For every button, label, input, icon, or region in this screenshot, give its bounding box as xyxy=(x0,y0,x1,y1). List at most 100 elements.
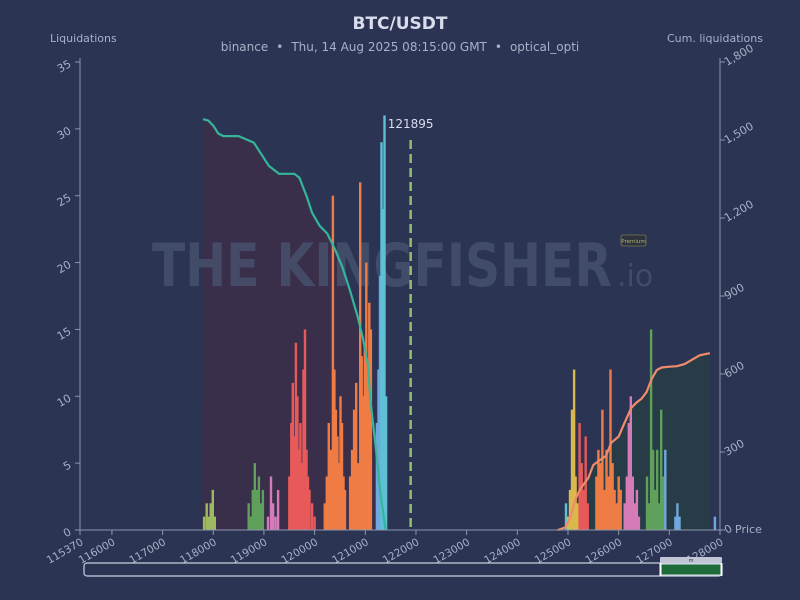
liquidation-bar[interactable] xyxy=(269,476,273,531)
liquidation-bar[interactable] xyxy=(629,396,632,530)
liquidation-bar[interactable] xyxy=(570,409,574,530)
liquidation-bar[interactable] xyxy=(662,476,665,531)
liquidation-bar[interactable] xyxy=(339,396,342,530)
liquidation-bar[interactable] xyxy=(660,409,663,530)
range-slider-handle-tab[interactable] xyxy=(660,557,722,563)
liquidation-bar[interactable] xyxy=(664,449,667,530)
liquidation-bar[interactable] xyxy=(366,369,369,531)
liquidation-bar[interactable] xyxy=(342,476,345,531)
liquidation-bar[interactable] xyxy=(291,382,294,530)
liquidation-bar[interactable] xyxy=(375,423,379,530)
liquidation-bar[interactable] xyxy=(305,449,308,530)
liquidation-bar[interactable] xyxy=(649,329,653,530)
liquidation-bar[interactable] xyxy=(607,476,610,531)
liquidation-bar[interactable] xyxy=(257,476,261,531)
liquidation-bar[interactable] xyxy=(276,489,280,530)
liquidation-bar[interactable] xyxy=(617,476,620,531)
liquidation-bar[interactable] xyxy=(623,503,626,530)
liquidation-bar[interactable] xyxy=(300,463,304,530)
liquidation-bar[interactable] xyxy=(288,476,291,531)
liquidation-bar[interactable] xyxy=(656,449,659,530)
liquidation-bar[interactable] xyxy=(333,369,336,531)
liquidation-bar[interactable] xyxy=(678,516,681,530)
liquidation-bar[interactable] xyxy=(261,489,265,530)
liquidation-bar[interactable] xyxy=(340,423,344,530)
liquidation-bar[interactable] xyxy=(564,503,568,530)
liquidation-bar[interactable] xyxy=(363,342,366,530)
liquidation-bar[interactable] xyxy=(334,409,338,530)
liquidation-bar[interactable] xyxy=(202,516,206,530)
liquidation-bar[interactable] xyxy=(360,356,363,530)
liquidation-bar[interactable] xyxy=(207,516,210,530)
liquidation-bar[interactable] xyxy=(362,396,365,530)
liquidation-bar[interactable] xyxy=(350,449,354,530)
liquidation-bar[interactable] xyxy=(255,489,258,530)
liquidation-bar[interactable] xyxy=(599,463,602,530)
liquidation-bar[interactable] xyxy=(213,516,216,530)
liquidation-bar[interactable] xyxy=(274,516,277,530)
liquidation-bar[interactable] xyxy=(645,476,649,531)
liquidation-bar[interactable] xyxy=(296,396,299,530)
liquidation-bar[interactable] xyxy=(613,489,616,530)
liquidation-bar[interactable] xyxy=(625,476,628,531)
liquidation-bar[interactable] xyxy=(253,463,256,530)
liquidation-bar[interactable] xyxy=(597,449,600,530)
liquidation-bar[interactable] xyxy=(635,489,639,530)
liquidation-bar[interactable] xyxy=(336,436,339,530)
liquidation-bar[interactable] xyxy=(601,409,604,530)
liquidation-bar[interactable] xyxy=(205,503,208,530)
liquidation-bar[interactable] xyxy=(578,423,581,530)
liquidation-bar[interactable] xyxy=(365,262,368,530)
liquidation-bar[interactable] xyxy=(247,503,250,530)
liquidation-bar[interactable] xyxy=(568,489,572,530)
liquidation-bar[interactable] xyxy=(603,489,606,530)
liquidation-bar[interactable] xyxy=(294,342,298,530)
liquidation-bar[interactable] xyxy=(380,142,383,530)
liquidation-bar[interactable] xyxy=(383,115,386,531)
liquidation-bar[interactable] xyxy=(306,476,310,531)
liquidation-bar[interactable] xyxy=(337,463,341,530)
liquidation-bar[interactable] xyxy=(377,369,380,531)
liquidation-bar[interactable] xyxy=(271,503,275,530)
liquidation-bar[interactable] xyxy=(381,209,385,530)
liquidation-bar[interactable] xyxy=(293,436,296,530)
range-slider[interactable]: m xyxy=(83,557,723,577)
liquidation-bar[interactable] xyxy=(209,503,212,530)
liquidation-bar[interactable] xyxy=(211,489,214,530)
liquidation-bar[interactable] xyxy=(631,476,634,531)
liquidation-bar[interactable] xyxy=(331,195,335,530)
liquidation-bar[interactable] xyxy=(605,449,608,530)
liquidation-bar[interactable] xyxy=(582,489,585,530)
range-slider-selection[interactable] xyxy=(660,563,722,576)
liquidation-bar[interactable] xyxy=(251,489,254,530)
liquidation-bar[interactable] xyxy=(674,516,677,530)
liquidation-bar[interactable] xyxy=(619,489,622,530)
liquidation-bar[interactable] xyxy=(637,516,641,530)
liquidation-bar[interactable] xyxy=(259,503,263,530)
liquidation-bar[interactable] xyxy=(576,503,579,530)
liquidation-bar[interactable] xyxy=(355,382,358,530)
liquidation-bar[interactable] xyxy=(384,396,388,530)
liquidation-bar[interactable] xyxy=(313,516,316,530)
liquidation-bar[interactable] xyxy=(249,516,252,530)
liquidation-bar[interactable] xyxy=(343,489,347,530)
liquidation-bar[interactable] xyxy=(713,516,717,530)
liquidation-bar[interactable] xyxy=(308,489,311,530)
liquidation-bar[interactable] xyxy=(329,449,332,530)
liquidation-bar[interactable] xyxy=(378,275,382,530)
liquidation-bar[interactable] xyxy=(611,463,614,530)
liquidation-bar[interactable] xyxy=(572,369,576,531)
liquidation-bar[interactable] xyxy=(574,476,577,531)
range-slider-track[interactable] xyxy=(83,562,723,577)
liquidation-bar[interactable] xyxy=(368,302,371,530)
liquidation-bar[interactable] xyxy=(323,503,326,530)
liquidation-bar[interactable] xyxy=(303,329,307,530)
liquidation-bar[interactable] xyxy=(348,476,352,531)
liquidation-bar[interactable] xyxy=(369,329,373,530)
liquidation-bar[interactable] xyxy=(658,503,661,530)
liquidation-bar[interactable] xyxy=(302,369,305,531)
liquidation-bar[interactable] xyxy=(310,503,314,530)
liquidation-bar[interactable] xyxy=(586,503,589,530)
liquidation-bar[interactable] xyxy=(266,516,270,530)
